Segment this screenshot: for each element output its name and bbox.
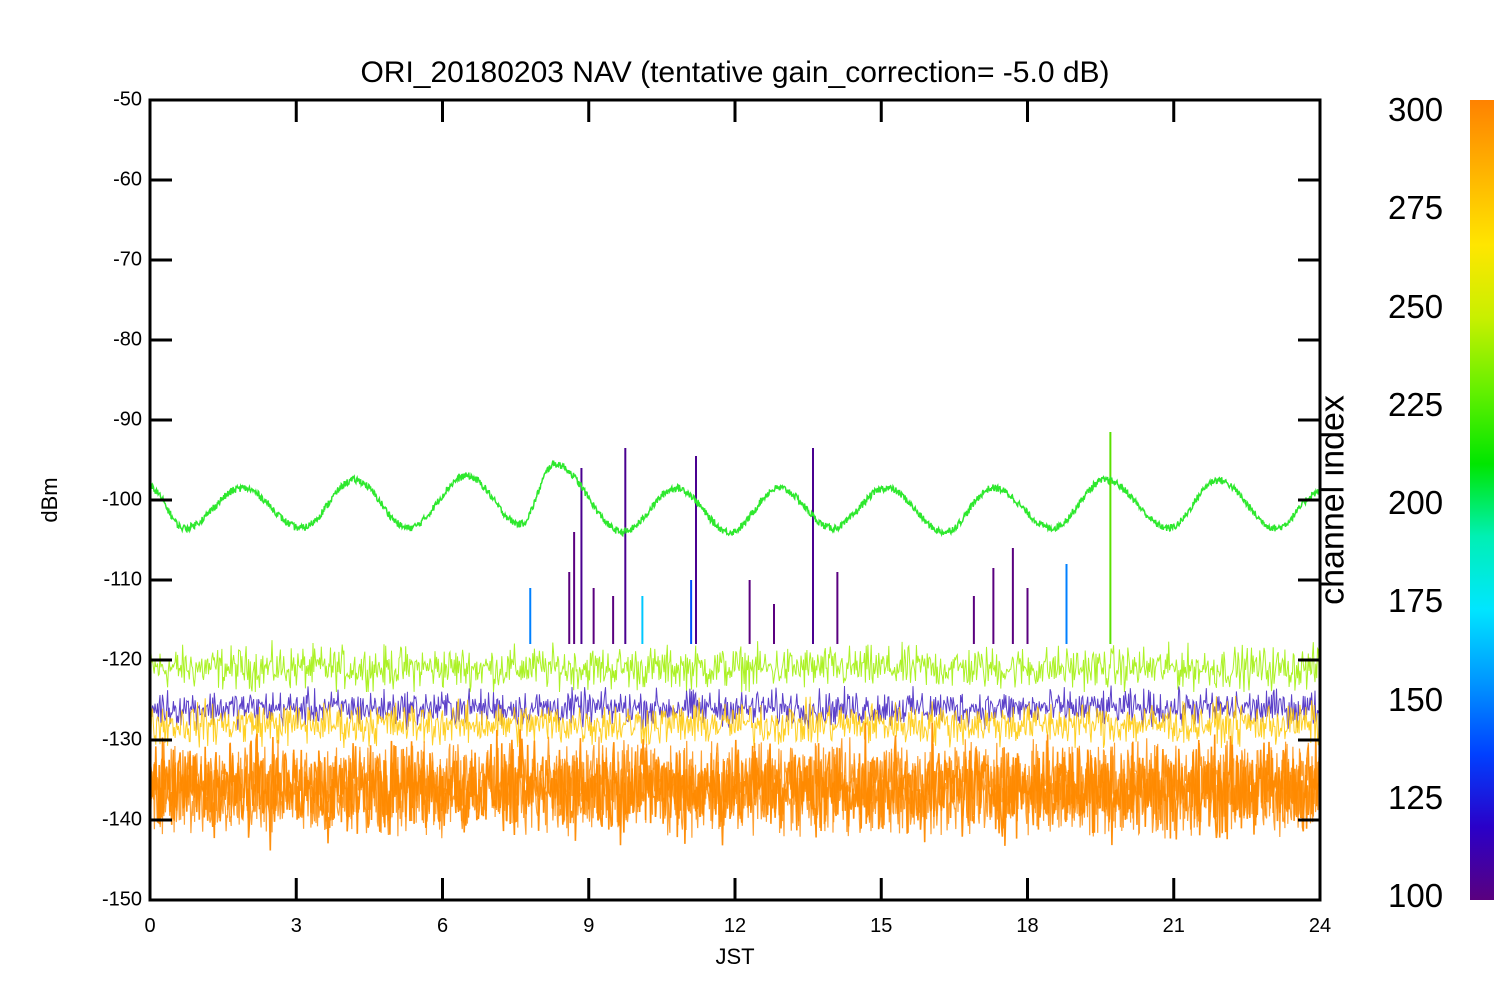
- x-tick-label: 9: [583, 915, 595, 937]
- y-tick-label: -100: [101, 488, 142, 511]
- colorbar-tick-label: 300: [1388, 91, 1444, 128]
- colorbar-tick-label: 200: [1388, 484, 1444, 521]
- y-tick-label: -80: [113, 328, 142, 351]
- series-band-3: [151, 695, 1320, 749]
- x-tick-label: 12: [723, 915, 747, 937]
- series-band-fill-1: [151, 736, 1320, 838]
- series-layer: [151, 432, 1320, 851]
- colorbar-tick-label: 250: [1388, 287, 1444, 325]
- x-tick-label: 6: [436, 915, 449, 937]
- x-tick-label: 3: [290, 915, 302, 937]
- series-band-1: [151, 640, 1320, 693]
- y-tick-label: -150: [101, 888, 142, 911]
- colorbar: [1470, 100, 1494, 900]
- x-tick-label: 15: [870, 915, 893, 937]
- y-tick-label: -70: [113, 248, 142, 271]
- colorbar-tick-label: 150: [1388, 680, 1444, 718]
- y-tick-label: -90: [113, 408, 142, 431]
- y-tick-label: -140: [101, 808, 142, 831]
- y-tick-label: -50: [113, 88, 142, 111]
- ticks-layer: [148, 98, 1322, 902]
- x-tick-label: 24: [1308, 915, 1332, 937]
- colorbar-tick-label: 175: [1388, 582, 1444, 620]
- y-tick-label: -130: [101, 728, 142, 751]
- colorbar-label: channel index: [1313, 395, 1352, 605]
- x-tick-label: 21: [1162, 915, 1185, 937]
- colorbar-tick-label: 225: [1388, 385, 1444, 423]
- colorbar-tick-label: 275: [1388, 189, 1444, 227]
- y-tick-label: -110: [103, 568, 142, 591]
- series-band-2: [151, 685, 1320, 730]
- x-tick-label: 18: [1016, 915, 1039, 937]
- series-oscillating: [151, 459, 1320, 538]
- x-axis-label: JST: [715, 944, 755, 969]
- chart-title: ORI_20180203 NAV (tentative gain_correct…: [360, 56, 1110, 89]
- y-tick-label: -120: [101, 648, 142, 671]
- colorbar-tick-label: 100: [1388, 877, 1444, 914]
- y-tick-label: -60: [113, 168, 142, 191]
- x-tick-label: 0: [144, 915, 156, 937]
- colorbar-tick-label: 125: [1388, 778, 1444, 816]
